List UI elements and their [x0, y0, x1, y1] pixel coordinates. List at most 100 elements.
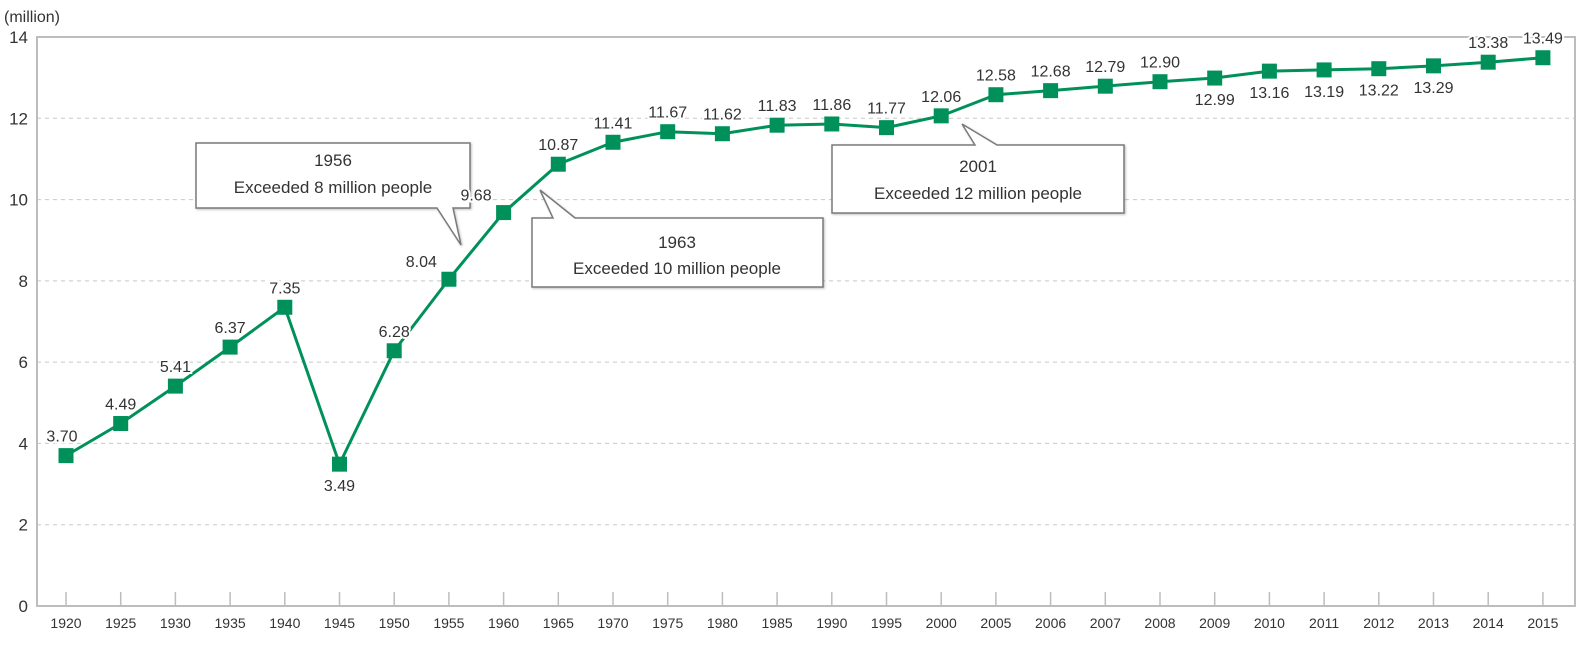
data-label: 13.22: [1359, 83, 1399, 100]
x-tick-label: 1920: [50, 615, 81, 631]
data-point-marker: [1207, 70, 1223, 86]
data-label: 12.68: [1031, 64, 1071, 81]
x-tick-label: 1955: [433, 615, 464, 631]
data-point-marker: [496, 205, 512, 221]
y-tick-label: 4: [19, 434, 28, 453]
x-tick-label: 2014: [1473, 615, 1504, 631]
annotation-year: 1963: [658, 233, 696, 252]
y-tick-label: 6: [19, 353, 28, 372]
data-point-marker: [113, 416, 129, 432]
data-label: 13.49: [1523, 31, 1563, 48]
x-tick-label: 1985: [762, 615, 793, 631]
annotation-1963: 1963 Exceeded 10 million people: [531, 189, 824, 288]
x-tick-label: 1965: [543, 615, 574, 631]
data-point-marker: [332, 456, 347, 472]
annotation-callout-box: [195, 142, 471, 246]
data-point-marker: [879, 120, 894, 136]
data-label: 11.62: [703, 107, 742, 124]
data-point-marker: [1152, 74, 1168, 90]
y-axis: 0 2 4 6 8 10 12 14: [9, 28, 28, 616]
x-tick-label: 1970: [597, 615, 628, 631]
data-label: 11.41: [594, 115, 633, 132]
y-tick-label: 12: [9, 109, 28, 128]
data-label: 11.67: [648, 105, 687, 122]
data-labels: 3.70 4.49 5.41 6.37 7.35 3.49 6.28 8.04 9.68 10.8…: [44, 29, 1565, 497]
data-label: 12.58: [976, 68, 1016, 85]
x-tick-label: 2015: [1527, 615, 1558, 631]
data-point-marker: [1426, 58, 1441, 74]
x-tick-label: 2008: [1144, 615, 1175, 631]
data-point-marker: [933, 108, 949, 124]
annotation-callout-box: [831, 123, 1125, 214]
x-axis: 1920 1925 1930 1935 1940 1945 1950 1955 1960 1965…: [50, 592, 1559, 631]
x-tick-label: 2005: [980, 615, 1011, 631]
data-point-marker: [167, 378, 183, 394]
series-population: [58, 50, 1551, 472]
y-tick-label: 0: [19, 597, 28, 616]
data-label: 13.38: [1468, 35, 1508, 52]
annotation-year: 2001: [959, 157, 997, 176]
data-point-marker: [1535, 50, 1551, 66]
x-tick-label: 1935: [215, 615, 246, 631]
data-point-marker: [824, 116, 840, 132]
data-label: 6.37: [215, 320, 246, 337]
data-label: 11.77: [867, 101, 906, 118]
data-point-marker: [988, 87, 1004, 103]
data-point-marker: [1480, 54, 1496, 70]
y-tick-label: 2: [19, 516, 28, 535]
x-tick-label: 2006: [1035, 615, 1066, 631]
data-label: 12.79: [1085, 59, 1125, 76]
x-tick-label: 2009: [1199, 615, 1230, 631]
data-label: 11.83: [758, 98, 797, 115]
series-line: [65, 56, 1544, 466]
data-point-marker: [660, 124, 676, 140]
plot-border: [36, 36, 1576, 607]
data-point-marker: [1316, 62, 1332, 78]
data-label: 13.16: [1249, 85, 1289, 102]
annotation-text: Exceeded 10 million people: [573, 259, 781, 278]
x-tick-label: 2000: [926, 615, 957, 631]
annotation-callout-box: [531, 189, 824, 288]
y-axis-unit-label: (million): [4, 9, 60, 26]
data-point-marker: [714, 126, 730, 142]
data-label: 4.49: [105, 397, 136, 414]
data-point-marker: [58, 448, 74, 464]
annotation-text: Exceeded 12 million people: [874, 184, 1082, 203]
x-tick-label: 2010: [1254, 615, 1285, 631]
annotation-year: 1956: [314, 151, 352, 170]
data-label: 3.49: [324, 478, 355, 495]
data-label: 12.90: [1140, 55, 1180, 72]
x-tick-label: 1990: [816, 615, 847, 631]
plot-frame: [36, 36, 1576, 607]
data-label: 8.04: [406, 254, 437, 271]
y-tick-label: 14: [9, 28, 28, 47]
data-point-marker: [1261, 63, 1277, 79]
data-point-marker: [386, 343, 402, 359]
x-tick-label: 1925: [105, 615, 136, 631]
data-point-marker: [222, 339, 238, 355]
data-label: 11.86: [812, 97, 851, 114]
x-tick-label: 2011: [1309, 615, 1339, 631]
data-label: 10.87: [538, 137, 578, 154]
data-point-marker: [550, 156, 566, 172]
x-tick-label: 1960: [488, 615, 519, 631]
data-point-marker: [1043, 83, 1059, 99]
data-label: 13.29: [1413, 80, 1453, 97]
annotation-text: Exceeded 8 million people: [234, 178, 432, 197]
data-point-marker: [1097, 78, 1113, 94]
y-tick-label: 8: [19, 272, 28, 291]
data-point-marker: [605, 134, 621, 150]
data-label: 12.06: [921, 89, 961, 106]
annotations: 1956 Exceeded 8 million people 1963 Exce…: [195, 123, 1125, 288]
x-tick-label: 1995: [871, 615, 902, 631]
x-tick-label: 1980: [707, 615, 738, 631]
data-point-marker: [441, 271, 457, 287]
data-label: 7.35: [269, 280, 300, 297]
data-label: 13.19: [1304, 84, 1344, 101]
x-tick-label: 1930: [160, 615, 191, 631]
annotation-1956: 1956 Exceeded 8 million people: [195, 142, 471, 246]
x-tick-label: 1950: [379, 615, 410, 631]
x-tick-label: 2013: [1418, 615, 1449, 631]
x-tick-label: 1945: [324, 615, 355, 631]
